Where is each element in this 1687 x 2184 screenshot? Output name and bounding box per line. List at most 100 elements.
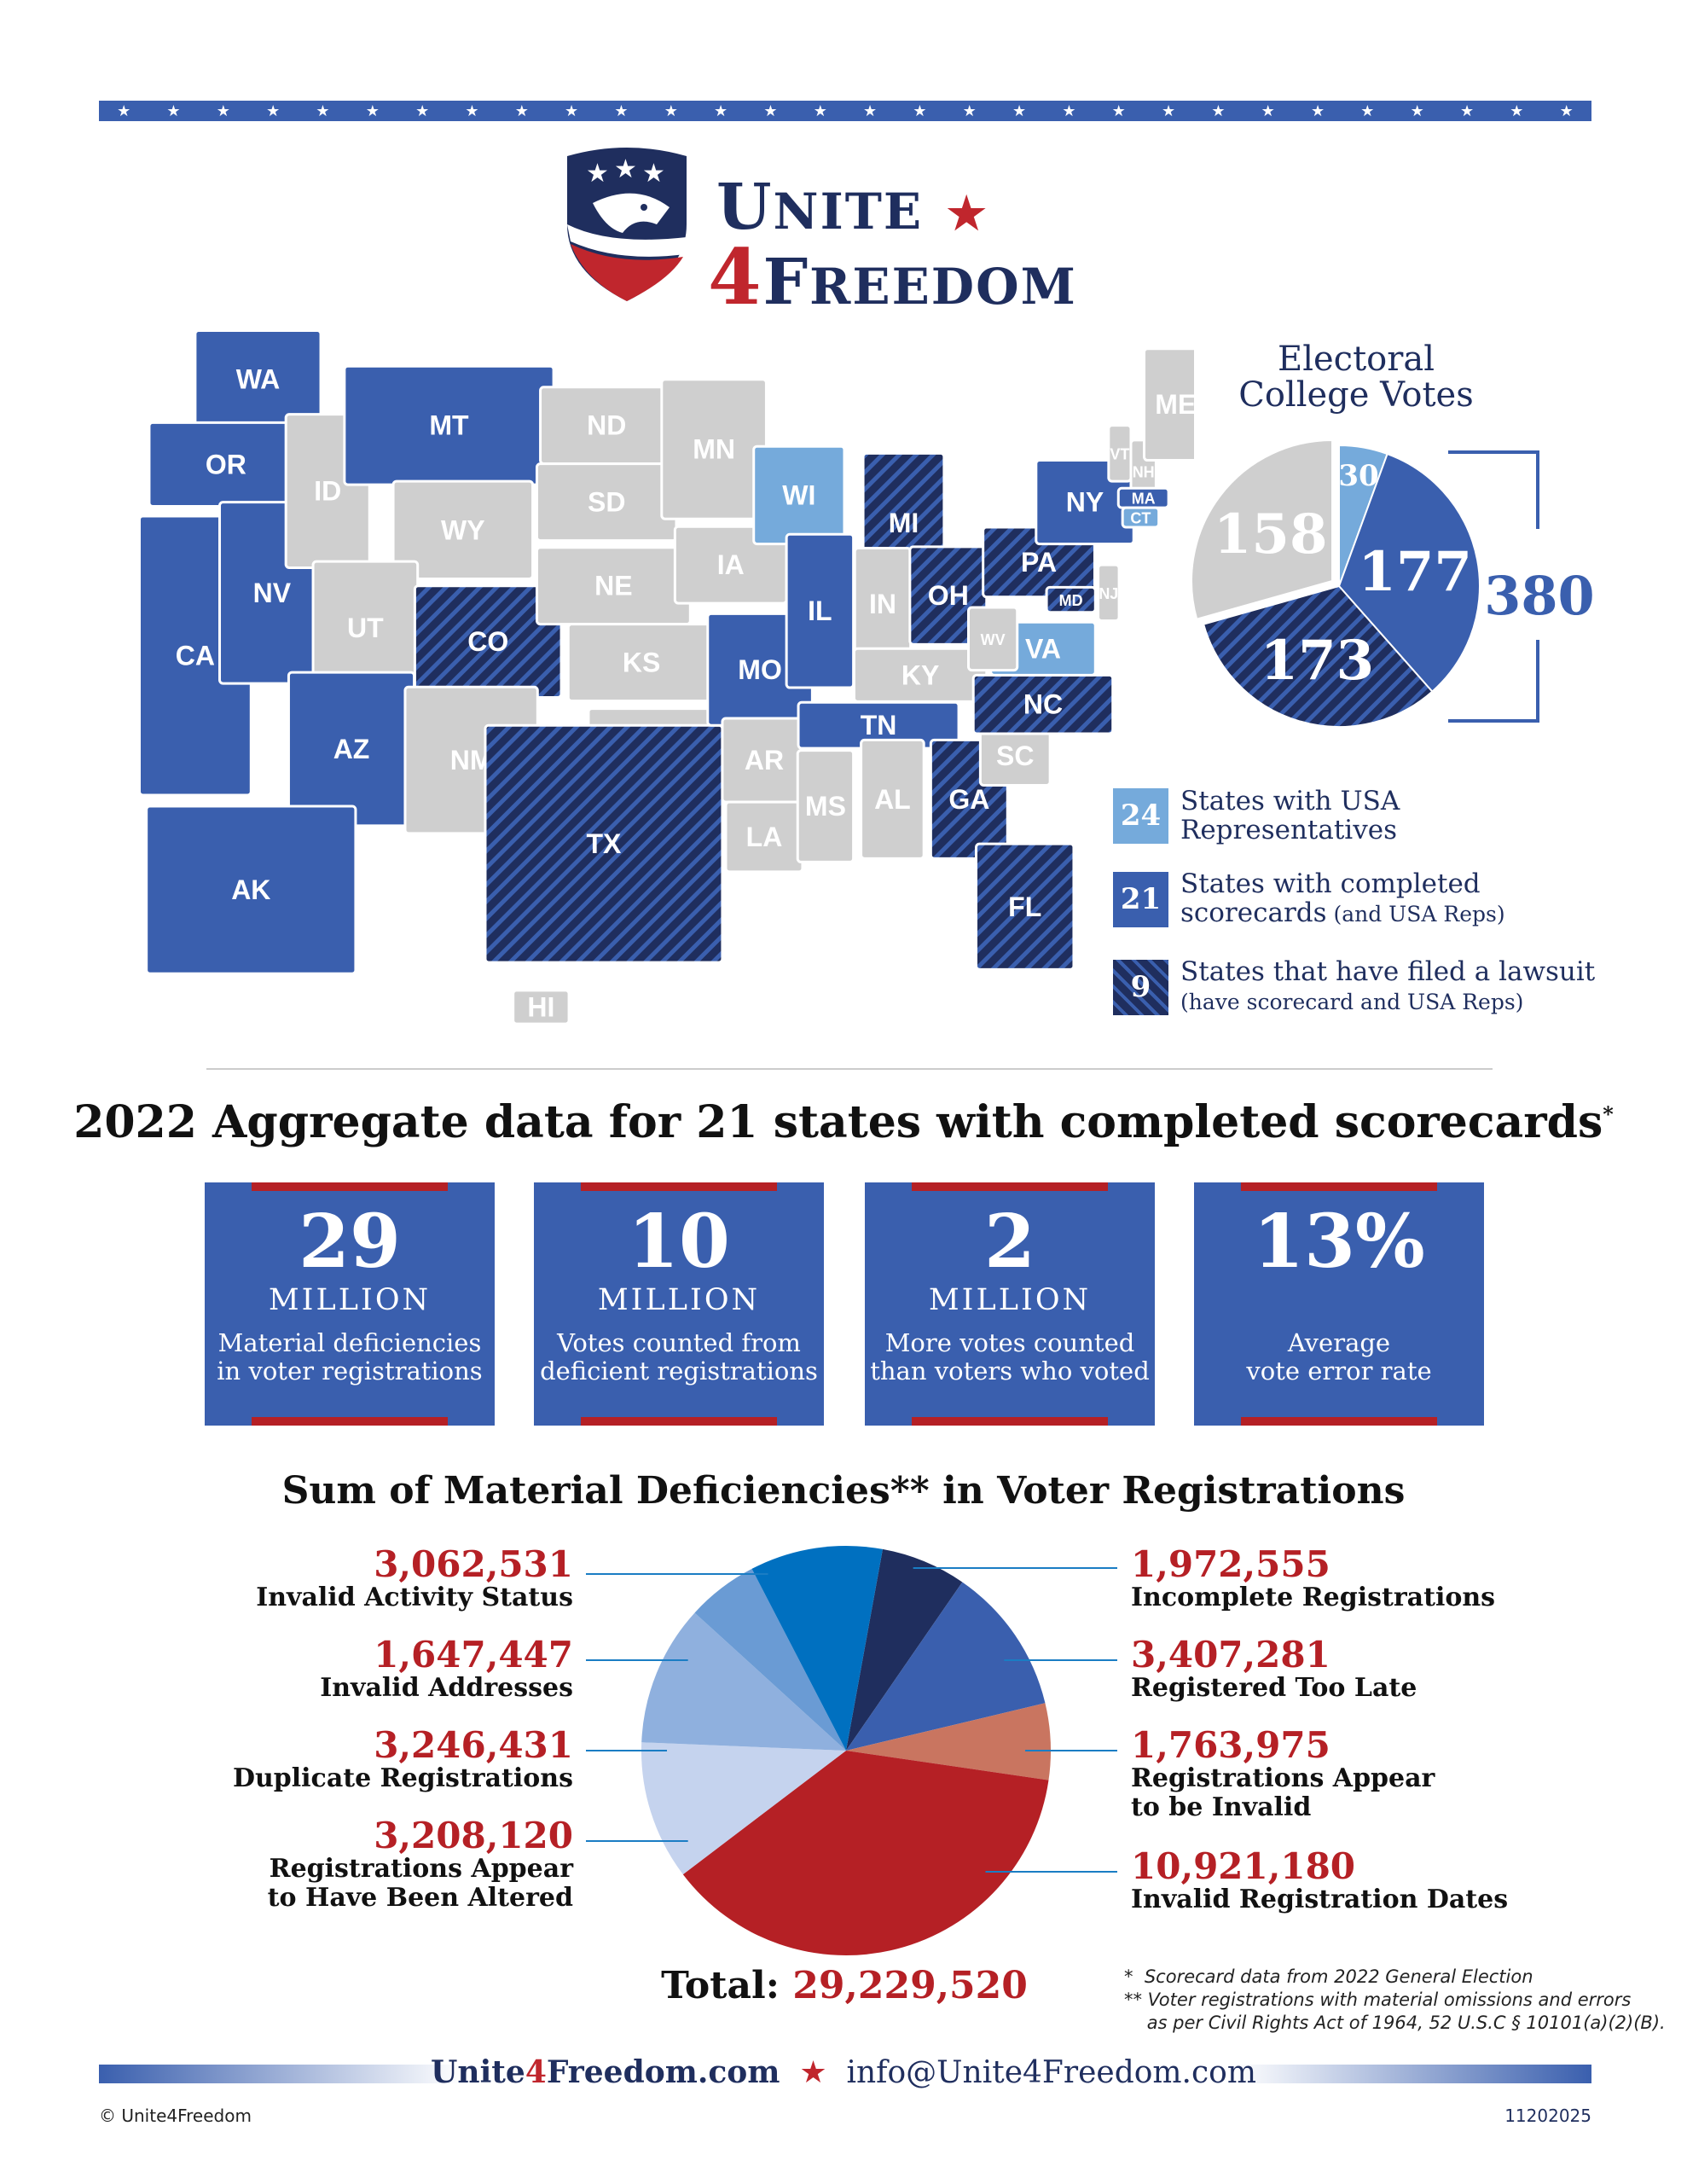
pie-total: Total: 29,229,520 — [661, 1964, 1028, 2007]
star-icon: ★ — [763, 102, 778, 120]
eagle-shield-logo: ★ ★ ★ — [567, 148, 687, 301]
svg-text:IL: IL — [808, 595, 832, 626]
state-al: AL — [860, 738, 925, 860]
state-sc: SC — [978, 725, 1052, 787]
ec-slice-blue — [1337, 452, 1481, 694]
svg-text:AK: AK — [231, 874, 270, 905]
state-ks: KS — [566, 623, 716, 703]
svg-text:KY: KY — [901, 659, 939, 690]
state-ak: AK — [145, 804, 357, 975]
star-icon: ★ — [714, 102, 728, 120]
svg-text:WY: WY — [441, 514, 485, 545]
svg-text:MN: MN — [693, 433, 735, 464]
legend-item-lawsuit: 9 States that have filed a lawsuit (have s… — [1113, 957, 1625, 1017]
deficiencies-pie — [586, 1546, 1117, 1955]
label-invalid-addresses: 1,647,447 Invalid Addresses — [320, 1634, 573, 1703]
svg-text:GA: GA — [948, 784, 989, 815]
star-icon: ★ — [863, 102, 878, 120]
state-ut: UT — [311, 560, 420, 695]
star-icon: ★ — [1261, 102, 1275, 120]
star-icon: ★ — [1459, 102, 1475, 120]
ec-slice-hatched — [1202, 584, 1434, 728]
copyright: © Unite4Freedom — [99, 2106, 252, 2126]
svg-text:TN: TN — [861, 710, 897, 741]
svg-text:MT: MT — [429, 410, 469, 441]
state-fl: FL — [975, 842, 1075, 971]
svg-text:ID: ID — [314, 476, 341, 507]
stat-card-deficiencies: 29 MILLION Material deficiencies in voter r… — [205, 1182, 495, 1426]
svg-text:KS: KS — [623, 648, 660, 678]
state-me: ME — [1143, 347, 1194, 462]
star-icon: ★ — [117, 102, 131, 120]
svg-text:PA: PA — [1021, 547, 1057, 578]
svg-text:AR: AR — [745, 745, 784, 775]
state-nj: NJ — [1097, 563, 1121, 623]
star-icon: ★ — [962, 102, 977, 120]
ec-slice-label: 30 — [1338, 459, 1378, 493]
state-wy: WY — [391, 479, 535, 581]
svg-text:HI: HI — [527, 991, 554, 1022]
svg-text:TX: TX — [587, 828, 623, 859]
state-sd: SD — [535, 462, 678, 543]
svg-text:CT: CT — [1130, 510, 1151, 527]
state-tx: TX — [484, 723, 724, 964]
footer-bar-left — [99, 2065, 461, 2083]
pie-slice — [751, 1546, 883, 1751]
svg-text:SC: SC — [996, 741, 1034, 771]
star-icon: ★ — [1062, 102, 1076, 120]
pie-slice — [682, 1751, 1049, 1955]
star-icon: ★ — [1559, 102, 1574, 120]
star-icon: ★ — [664, 102, 678, 120]
label-too-late: 3,407,281 Registered Too Late — [1131, 1634, 1417, 1703]
state-wa: WA — [194, 328, 322, 430]
pie-slice — [641, 1742, 846, 1875]
website-link[interactable]: Unite4Freedom.com — [431, 2054, 780, 2090]
svg-text:OH: OH — [928, 580, 969, 611]
star-icon: ★ — [614, 102, 629, 120]
svg-text:NC: NC — [1023, 689, 1063, 720]
divider — [206, 1068, 1493, 1070]
star-icon: ★ — [1360, 102, 1375, 120]
label-duplicate: 3,246,431 Duplicate Registrations — [232, 1724, 573, 1793]
state-ct: CT — [1121, 506, 1161, 529]
doc-code: 11202025 — [1504, 2106, 1591, 2126]
state-ms: MS — [796, 749, 855, 863]
svg-text:MA: MA — [1132, 491, 1156, 508]
legend-item-scorecards: 21 States with completed scorecards (and U… — [1113, 869, 1625, 929]
svg-text:UT: UT — [347, 613, 384, 643]
state-wi: WI — [752, 444, 846, 546]
star-icon: ★ — [316, 102, 330, 120]
stat-card-votes-counted: 10 MILLION Votes counted from deficient reg… — [534, 1182, 824, 1426]
star-icon: ★ — [365, 102, 380, 120]
svg-text:CO: CO — [467, 626, 508, 657]
state-nc: NC — [971, 673, 1115, 735]
svg-text:LA: LA — [746, 822, 783, 852]
star-icon: ★ — [565, 102, 579, 120]
state-wv: WV — [967, 606, 1019, 672]
star-icon: ★ — [913, 102, 927, 120]
ec-slice-label: 158 — [1214, 502, 1328, 566]
star-icon: ★ — [266, 102, 281, 120]
ec-slice-label: 177 — [1358, 540, 1472, 604]
stat-card-more-votes: 2 MILLION More votes counted than voters wh… — [865, 1182, 1155, 1426]
electoral-total: 380 — [1484, 565, 1594, 627]
footnotes: * Scorecard data from 2022 General Elect… — [1124, 1966, 1666, 2033]
pie-slice — [694, 1568, 846, 1751]
state-la: LA — [724, 800, 804, 874]
svg-text:★: ★ — [586, 159, 609, 189]
legend-item-usa-reps: 24 States with USA Representatives — [1113, 786, 1625, 845]
label-appear-invalid: 1,763,975 Registrations Appear to be Inval… — [1131, 1724, 1435, 1822]
svg-text:★: ★ — [642, 159, 665, 189]
svg-text:VT: VT — [1110, 445, 1129, 462]
svg-text:★: ★ — [614, 154, 637, 184]
state-ar: AR — [721, 717, 808, 804]
svg-text:AZ: AZ — [333, 734, 370, 764]
state-il: IL — [785, 532, 855, 689]
svg-text:IA: IA — [717, 549, 745, 580]
footer-bar-right — [1234, 2065, 1591, 2083]
star-icon: ★ — [799, 2055, 827, 2090]
star-icon: ★ — [465, 102, 479, 120]
pie-slice — [641, 1612, 846, 1751]
email-link[interactable]: info@Unite4Freedom.com — [846, 2055, 1256, 2090]
star-icon: ★ — [813, 102, 827, 120]
